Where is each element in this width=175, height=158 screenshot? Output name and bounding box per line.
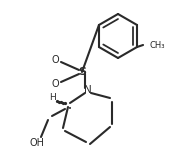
Text: S: S	[78, 67, 86, 77]
Text: CH₃: CH₃	[149, 40, 164, 49]
Text: •: •	[68, 106, 72, 112]
Text: H: H	[49, 92, 55, 101]
Text: O: O	[51, 55, 59, 65]
Text: N: N	[84, 85, 92, 95]
Text: OH: OH	[30, 138, 44, 148]
Text: O: O	[51, 79, 59, 89]
